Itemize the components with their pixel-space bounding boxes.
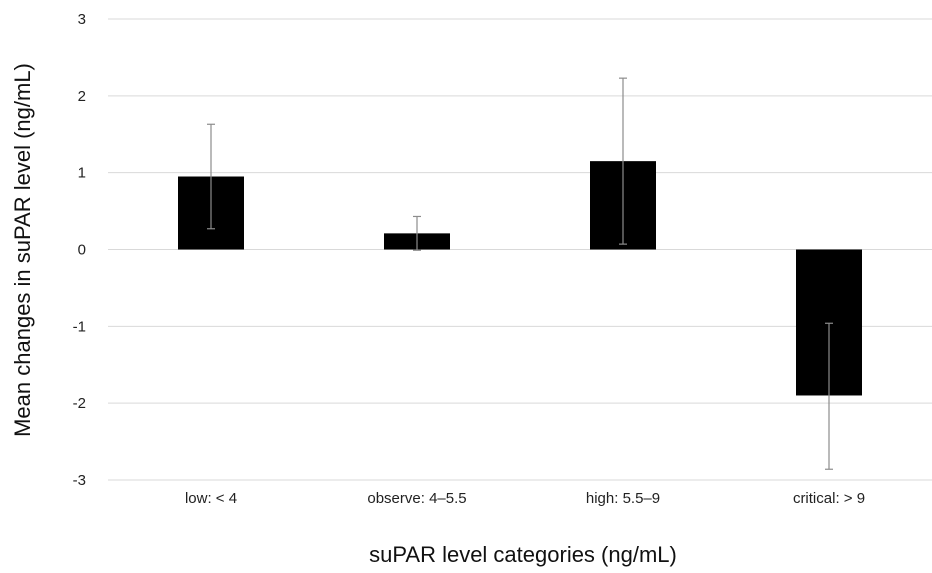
y-tick-label: -1 xyxy=(73,318,86,335)
bars xyxy=(178,161,862,396)
x-tick-label: low: < 4 xyxy=(185,490,237,507)
error-bars xyxy=(207,77,833,470)
y-tick-label: 1 xyxy=(78,165,86,182)
error-bar xyxy=(825,322,833,470)
x-tick-label: high: 5.5–9 xyxy=(586,490,660,507)
gridlines xyxy=(108,18,932,481)
y-axis-ticks: -3 -2 -1 0 1 2 3 xyxy=(73,11,86,489)
x-axis-title: suPAR level categories (ng/mL) xyxy=(369,542,677,567)
error-bar xyxy=(413,215,421,251)
x-tick-label: critical: > 9 xyxy=(793,490,865,507)
y-tick-label: 3 xyxy=(78,11,86,28)
x-axis-ticks: low: < 4 observe: 4–5.5 high: 5.5–9 critica… xyxy=(185,490,865,507)
error-bar xyxy=(207,123,215,230)
y-axis-title: Mean changes in suPAR level (ng/mL) xyxy=(10,63,35,437)
error-bar xyxy=(619,77,627,245)
x-tick-label: observe: 4–5.5 xyxy=(367,490,466,507)
y-tick-label: 0 xyxy=(78,242,86,259)
y-tick-label: -2 xyxy=(73,395,86,412)
y-tick-label: -3 xyxy=(73,472,86,489)
y-tick-label: 2 xyxy=(78,88,86,105)
